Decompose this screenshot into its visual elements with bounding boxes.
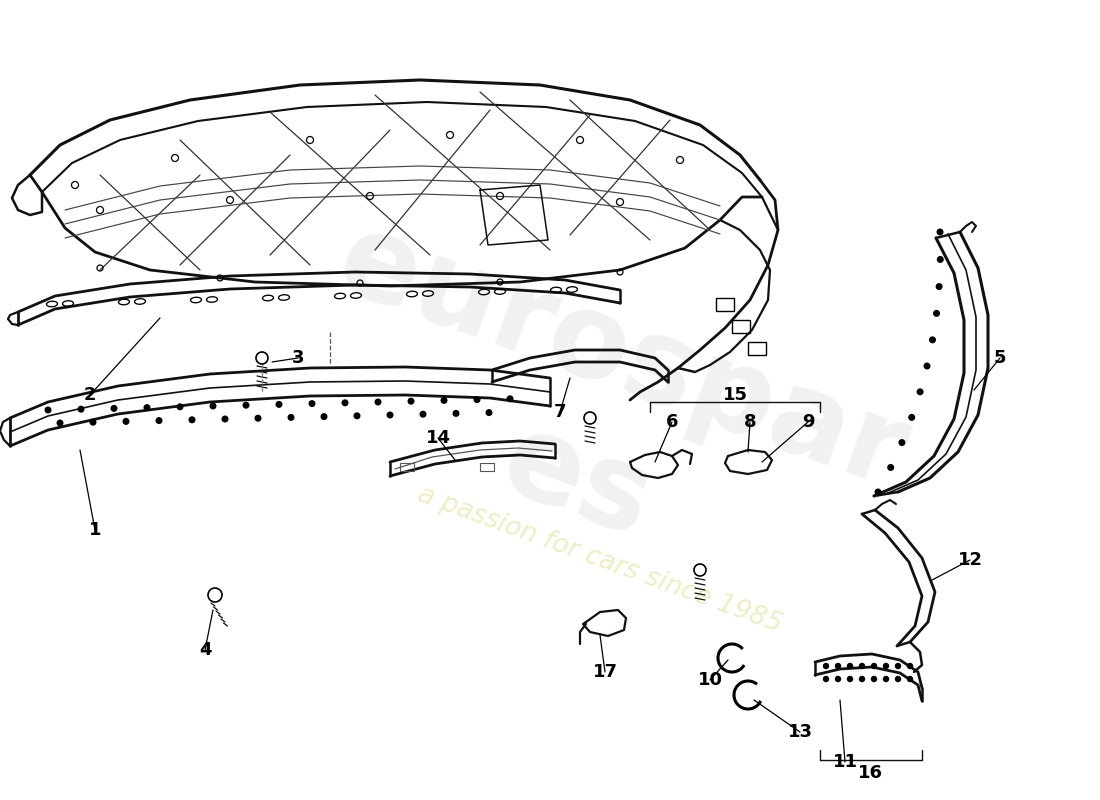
Circle shape	[342, 400, 348, 406]
Circle shape	[937, 230, 943, 235]
Text: eurospar
es: eurospar es	[277, 202, 922, 638]
Circle shape	[123, 418, 129, 424]
Text: 15: 15	[723, 386, 748, 404]
Circle shape	[899, 440, 904, 446]
Circle shape	[309, 401, 315, 406]
Circle shape	[486, 410, 492, 415]
Circle shape	[936, 284, 942, 290]
Circle shape	[177, 404, 183, 410]
Circle shape	[836, 677, 840, 682]
Bar	[716, 298, 734, 311]
Circle shape	[909, 414, 914, 420]
Circle shape	[57, 420, 63, 426]
Circle shape	[144, 405, 150, 410]
Circle shape	[276, 402, 282, 407]
Circle shape	[387, 412, 393, 418]
Circle shape	[876, 489, 881, 494]
Text: 1: 1	[89, 521, 101, 539]
Text: 4: 4	[199, 641, 211, 659]
Text: 2: 2	[84, 386, 97, 404]
Circle shape	[924, 363, 930, 369]
Bar	[748, 342, 766, 355]
Circle shape	[45, 407, 51, 413]
Circle shape	[321, 414, 327, 419]
Circle shape	[908, 663, 913, 669]
Circle shape	[836, 663, 840, 669]
Circle shape	[930, 337, 935, 342]
Circle shape	[883, 663, 889, 669]
Text: 12: 12	[957, 551, 982, 569]
Text: 9: 9	[802, 413, 814, 431]
Circle shape	[255, 415, 261, 421]
Circle shape	[375, 399, 381, 405]
Circle shape	[408, 398, 414, 404]
Text: 11: 11	[833, 753, 858, 771]
Circle shape	[111, 406, 117, 411]
Circle shape	[189, 417, 195, 422]
Circle shape	[917, 389, 923, 394]
Circle shape	[859, 677, 865, 682]
Circle shape	[871, 663, 877, 669]
Circle shape	[222, 416, 228, 422]
Circle shape	[210, 403, 216, 409]
Bar	[480, 463, 494, 471]
Circle shape	[824, 677, 828, 682]
Circle shape	[895, 677, 901, 682]
Circle shape	[888, 465, 893, 470]
Circle shape	[824, 663, 828, 669]
Circle shape	[354, 413, 360, 418]
Circle shape	[474, 397, 480, 402]
Text: 5: 5	[993, 349, 1007, 367]
Text: 8: 8	[744, 413, 757, 431]
Text: 7: 7	[553, 403, 566, 421]
Circle shape	[288, 414, 294, 420]
Bar	[732, 320, 750, 333]
Circle shape	[90, 419, 96, 425]
Circle shape	[908, 677, 913, 682]
Circle shape	[847, 677, 852, 682]
Text: 10: 10	[697, 671, 723, 689]
Text: 17: 17	[593, 663, 617, 681]
Circle shape	[78, 406, 84, 412]
Circle shape	[847, 663, 852, 669]
Text: 13: 13	[788, 723, 813, 741]
Circle shape	[934, 310, 939, 316]
Circle shape	[441, 398, 447, 403]
Circle shape	[871, 677, 877, 682]
Text: a passion for cars since 1985: a passion for cars since 1985	[415, 482, 785, 638]
Circle shape	[156, 418, 162, 423]
Circle shape	[507, 396, 513, 402]
Circle shape	[859, 663, 865, 669]
Circle shape	[937, 257, 943, 262]
Circle shape	[883, 677, 889, 682]
Text: 16: 16	[858, 764, 882, 782]
Circle shape	[453, 410, 459, 416]
Circle shape	[243, 402, 249, 408]
Circle shape	[895, 663, 901, 669]
Text: 3: 3	[292, 349, 305, 367]
Text: 14: 14	[426, 429, 451, 447]
Circle shape	[420, 411, 426, 417]
Bar	[400, 463, 414, 471]
Text: 6: 6	[666, 413, 679, 431]
